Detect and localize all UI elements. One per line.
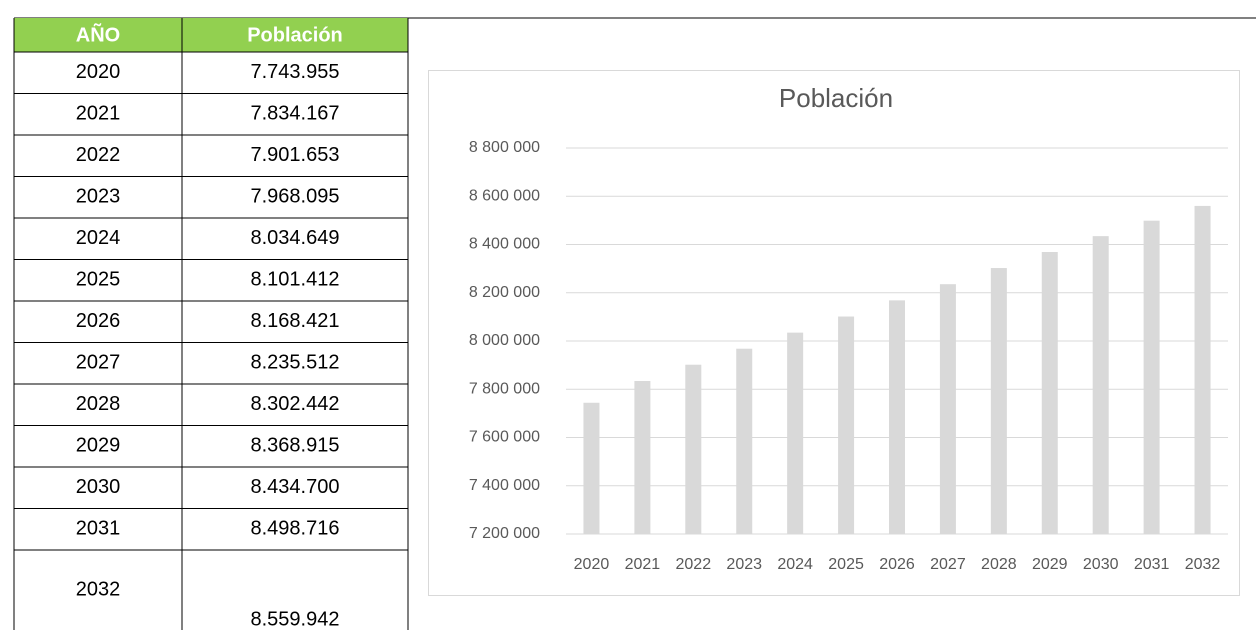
table-cell: 2027 <box>76 352 121 374</box>
table-cell: 8.235.512 <box>251 352 340 374</box>
x-tick-label: 2021 <box>625 556 661 573</box>
table-cell: 8.368.915 <box>251 435 340 457</box>
x-tick-label: 2023 <box>726 556 762 573</box>
x-tick-label: 2022 <box>676 556 712 573</box>
y-tick-label: 7 400 000 <box>469 477 540 494</box>
bar <box>787 332 804 534</box>
bar <box>889 300 905 534</box>
table-cell: 2029 <box>76 435 121 457</box>
table-cell: 2021 <box>76 103 121 125</box>
y-tick-label: 8 000 000 <box>469 332 540 349</box>
table-cell: 8.302.442 <box>251 393 340 415</box>
x-tick-label: 2024 <box>777 556 813 573</box>
bar <box>1092 236 1109 534</box>
bar <box>1041 251 1058 534</box>
x-tick-label: 2029 <box>1032 556 1068 573</box>
bar <box>1194 205 1211 534</box>
y-tick-label: 7 600 000 <box>469 429 540 446</box>
x-tick-label: 2032 <box>1185 556 1221 573</box>
y-tick-label: 8 200 000 <box>469 284 540 301</box>
y-tick-label: 8 600 000 <box>469 187 540 204</box>
bar <box>990 268 1007 534</box>
table-cell: 2028 <box>76 393 121 415</box>
y-tick-label: 8 400 000 <box>469 236 540 253</box>
bar <box>583 402 600 534</box>
bar <box>838 316 855 534</box>
x-tick-label: 2025 <box>828 556 864 573</box>
x-tick-label: 2028 <box>981 556 1017 573</box>
table-cell: 2023 <box>76 186 121 208</box>
bar <box>736 348 753 534</box>
table-cell: 8.498.716 <box>251 518 340 540</box>
table-cell: 8.434.700 <box>251 476 340 498</box>
bar <box>939 284 956 534</box>
table-cell: 8.168.421 <box>251 310 340 332</box>
x-tick-label: 2026 <box>879 556 915 573</box>
table-cell: 2030 <box>76 476 121 498</box>
table-cell: 8.034.649 <box>251 227 340 249</box>
table-header-bg <box>14 18 408 52</box>
bar <box>634 381 651 534</box>
table-cell: 8.559.942 <box>251 608 340 630</box>
x-tick-label: 2020 <box>574 556 610 573</box>
y-tick-label: 7 800 000 <box>469 380 540 397</box>
table-cell: 7.968.095 <box>251 186 340 208</box>
table-cell: 2020 <box>76 61 121 83</box>
table-cell: 2031 <box>76 518 121 540</box>
bar <box>685 364 702 534</box>
x-tick-label: 2031 <box>1134 556 1170 573</box>
table-cell: 2022 <box>76 144 121 166</box>
chart-frame <box>428 70 1240 596</box>
bar <box>1143 220 1160 535</box>
table-cell: 7.743.955 <box>251 61 340 83</box>
table-header-cell: Población <box>247 24 343 46</box>
y-tick-label: 8 800 000 <box>469 139 540 156</box>
chart-title: Población <box>779 83 893 113</box>
table-cell: 2026 <box>76 310 121 332</box>
y-tick-label: 7 200 000 <box>469 525 540 542</box>
table-cell: 8.101.412 <box>251 269 340 291</box>
table-cell: 2024 <box>76 227 121 249</box>
table-cell: 7.834.167 <box>251 103 340 125</box>
table-cell: 2032 <box>76 578 121 600</box>
x-tick-label: 2030 <box>1083 556 1119 573</box>
table-cell: 2025 <box>76 269 121 291</box>
table-cell: 7.901.653 <box>251 144 340 166</box>
x-tick-label: 2027 <box>930 556 966 573</box>
table-header-cell: AÑO <box>76 23 120 46</box>
